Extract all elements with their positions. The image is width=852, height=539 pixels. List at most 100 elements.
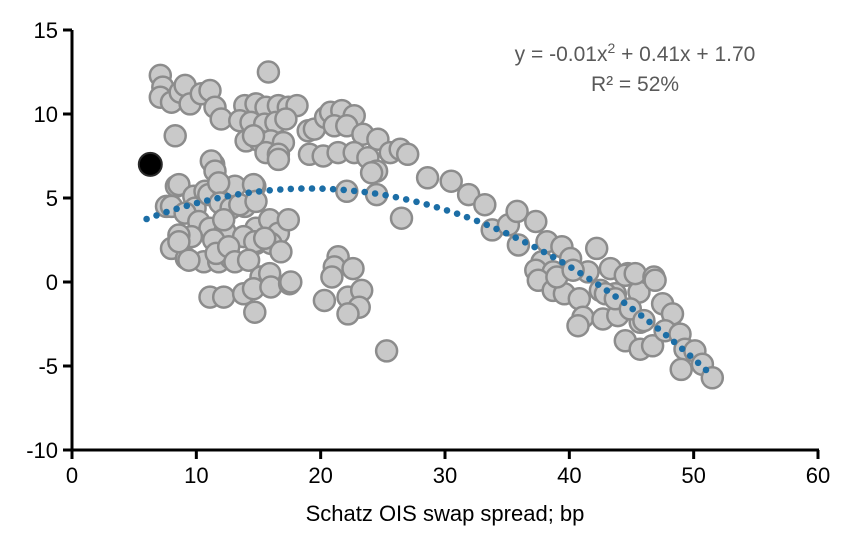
trendline-dot bbox=[361, 188, 369, 196]
data-point bbox=[640, 334, 665, 358]
trendline-dot bbox=[694, 359, 702, 367]
data-point bbox=[389, 206, 414, 230]
highlighted-data-point bbox=[137, 151, 163, 177]
x-tick-label: 20 bbox=[308, 463, 332, 488]
data-point bbox=[276, 208, 301, 232]
data-point bbox=[259, 275, 283, 299]
data-point bbox=[374, 339, 399, 363]
trendline-dot bbox=[473, 217, 481, 225]
data-point bbox=[341, 256, 365, 281]
data-point bbox=[359, 161, 384, 185]
trendline-dot bbox=[512, 234, 519, 241]
data-point bbox=[241, 124, 266, 148]
trendline-annotation: y = -0.01x2 + 0.41x + 1.70 R² = 52% bbox=[470, 40, 800, 100]
data-point bbox=[320, 265, 344, 289]
data-point bbox=[177, 248, 201, 272]
data-point bbox=[584, 236, 609, 261]
y-tick-label: 15 bbox=[34, 18, 58, 43]
trendline-dot bbox=[350, 187, 358, 195]
data-point bbox=[336, 302, 360, 326]
data-point bbox=[269, 240, 293, 264]
trendline-dot bbox=[646, 318, 653, 326]
trendline-dot bbox=[568, 264, 575, 272]
trendline-dot bbox=[540, 248, 548, 256]
trendline-dot bbox=[453, 210, 461, 217]
trendline-dot bbox=[173, 205, 180, 213]
data-point bbox=[252, 226, 277, 251]
trendline-dot bbox=[402, 196, 410, 203]
trendline-dot bbox=[502, 229, 510, 237]
trendline-dot bbox=[277, 186, 284, 193]
data-point bbox=[211, 285, 236, 309]
x-tick-label: 50 bbox=[681, 463, 705, 488]
y-tick-label: 10 bbox=[34, 102, 58, 127]
trendline-dot bbox=[224, 192, 232, 200]
r-squared-label: R² = 52% bbox=[590, 73, 680, 96]
trendline-dot bbox=[203, 197, 211, 204]
data-point bbox=[473, 192, 497, 217]
x-tick-label: 60 bbox=[806, 463, 830, 488]
trendline-dot bbox=[183, 202, 191, 210]
trendline-dot bbox=[531, 243, 538, 251]
trendline-dot bbox=[620, 299, 628, 307]
trendline-dot bbox=[594, 281, 602, 289]
trendline-dot bbox=[629, 305, 636, 313]
trendline-dot bbox=[493, 225, 500, 233]
trendline-dot bbox=[382, 191, 389, 199]
equation-exponent: 2 bbox=[607, 40, 616, 56]
trendline-dot bbox=[163, 208, 170, 216]
trendline-dot bbox=[255, 188, 263, 195]
trendline-dot bbox=[340, 186, 348, 194]
data-point bbox=[256, 60, 281, 84]
data-point bbox=[623, 261, 647, 286]
data-point bbox=[524, 209, 548, 234]
trendline-dot bbox=[443, 207, 451, 214]
x-axis-title: Schatz OIS swap spread; bp bbox=[305, 501, 585, 526]
trendline-dot bbox=[678, 345, 686, 353]
trendline-dot bbox=[559, 259, 566, 266]
y-tick-label: -5 bbox=[38, 354, 58, 379]
data-point bbox=[566, 313, 590, 338]
trendline-equation: y = -0.01x2 + 0.41x + 1.70 bbox=[514, 40, 756, 66]
y-tick-label: 5 bbox=[46, 186, 58, 211]
trendline-dot bbox=[413, 198, 420, 206]
trendline-dot bbox=[329, 185, 337, 193]
trendline-dot bbox=[483, 221, 491, 229]
trendline-dot bbox=[702, 366, 710, 374]
data-point bbox=[669, 357, 693, 382]
x-tick-label: 0 bbox=[66, 463, 78, 488]
data-point bbox=[266, 147, 291, 172]
trendline-dot bbox=[266, 187, 274, 194]
data-point bbox=[395, 142, 420, 167]
data-point bbox=[415, 166, 440, 190]
trendline-dot bbox=[143, 215, 150, 223]
data-point bbox=[274, 107, 298, 131]
data-point bbox=[236, 248, 261, 272]
y-tick-label: 0 bbox=[46, 270, 58, 295]
x-tick-label: 30 bbox=[433, 463, 457, 488]
trendline-dot bbox=[214, 194, 221, 202]
trendline-dot bbox=[433, 204, 441, 211]
data-point bbox=[312, 288, 337, 313]
trendline-dot bbox=[670, 338, 678, 346]
trendline-dot bbox=[577, 269, 584, 277]
trendline-dot bbox=[234, 191, 242, 198]
trendline-dot bbox=[423, 201, 431, 208]
data-point bbox=[439, 169, 463, 193]
data-point bbox=[279, 270, 303, 294]
trendline-dot bbox=[308, 185, 316, 192]
trendline-dot bbox=[654, 325, 662, 332]
trendline-dot bbox=[153, 212, 160, 219]
data-point bbox=[167, 229, 191, 254]
y-tick-label: -10 bbox=[26, 438, 58, 463]
trendline-dot bbox=[319, 185, 326, 192]
x-tick-label: 40 bbox=[557, 463, 581, 488]
trendline-dot bbox=[612, 293, 619, 300]
data-point bbox=[643, 268, 667, 293]
trendline-dot bbox=[371, 190, 379, 197]
trendline-dot bbox=[586, 275, 593, 283]
trendline-dot bbox=[298, 185, 305, 192]
trendline-dot bbox=[245, 189, 252, 196]
